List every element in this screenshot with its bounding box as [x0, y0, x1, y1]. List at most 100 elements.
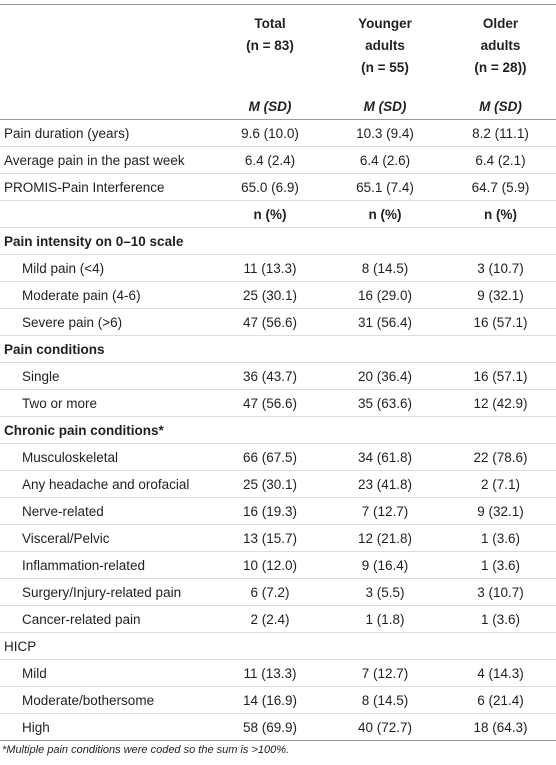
column-header-line: Total — [254, 16, 286, 31]
row-label: Single — [0, 362, 215, 390]
table-row: Nerve-related 16 (19.3) 7 (12.7) 9 (32.1) — [0, 497, 556, 525]
section-heading: Pain conditions — [0, 335, 556, 363]
table-row: PROMIS-Pain Interference 65.0 (6.9) 65.1 (… — [0, 173, 556, 201]
cell-value: 9 (16.4) — [325, 551, 445, 579]
column-header-line: (n = 28)) — [474, 60, 527, 75]
cell-value: 35 (63.6) — [325, 389, 445, 417]
cell-value: 16 (29.0) — [325, 281, 445, 309]
cell-value: 47 (56.6) — [215, 308, 325, 336]
row-label: Severe pain (>6) — [0, 308, 215, 336]
table-row: Mild 11 (13.3) 7 (12.7) 4 (14.3) — [0, 659, 556, 687]
table-row: Cancer-related pain 2 (2.4) 1 (1.8) 1 (3.6) — [0, 605, 556, 633]
cell-value: 12 (42.9) — [445, 389, 556, 417]
section-heading: Chronic pain conditions* — [0, 416, 556, 444]
cell-value: 23 (41.8) — [325, 470, 445, 498]
table-row: Two or more 47 (56.6) 35 (63.6) 12 (42.9) — [0, 389, 556, 417]
column-header-line: (n = 83) — [246, 38, 294, 53]
cell-value: 9.6 (10.0) — [215, 119, 325, 147]
cell-value: 3 (10.7) — [445, 254, 556, 282]
cell-value: 1 (1.8) — [325, 605, 445, 633]
cell-value: 6 (21.4) — [445, 686, 556, 714]
footnote: *Multiple pain conditions were coded so … — [2, 744, 290, 756]
table-row: Single 36 (43.7) 20 (36.4) 16 (57.1) — [0, 362, 556, 390]
cell-value: 9 (32.1) — [445, 497, 556, 525]
cell-value: 1 (3.6) — [445, 605, 556, 633]
empty-cell — [0, 200, 215, 228]
cell-value: 11 (13.3) — [215, 659, 325, 687]
row-label: Mild pain (<4) — [0, 254, 215, 282]
cell-value: 58 (69.9) — [215, 713, 325, 741]
stat-header: n (%) — [325, 200, 445, 228]
cell-value: 6.4 (2.4) — [215, 146, 325, 174]
cell-value: 9 (32.1) — [445, 281, 556, 309]
cell-value: 8.2 (11.1) — [445, 119, 556, 147]
row-label: Surgery/Injury-related pain — [0, 578, 215, 606]
cell-value: 2 (2.4) — [215, 605, 325, 633]
cell-value: 64.7 (5.9) — [445, 173, 556, 201]
cell-value: 7 (12.7) — [325, 497, 445, 525]
table-row: n (%) n (%) n (%) — [0, 200, 556, 228]
column-header-line: adults — [365, 38, 405, 53]
data-table: Total (n = 83) Younger adults (n = 55) Older a… — [0, 4, 556, 741]
row-label: Moderate pain (4-6) — [0, 281, 215, 309]
cell-value: 36 (43.7) — [215, 362, 325, 390]
column-header: Total (n = 83) — [215, 4, 325, 93]
cell-value: 4 (14.3) — [445, 659, 556, 687]
column-header-line: (n = 55) — [361, 60, 409, 75]
cell-value: 6.4 (2.6) — [325, 146, 445, 174]
stat-header: n (%) — [215, 200, 325, 228]
column-header-line: Younger — [358, 16, 412, 31]
cell-value: 6.4 (2.1) — [445, 146, 556, 174]
stat-header: M (SD) — [325, 93, 445, 120]
cell-value: 31 (56.4) — [325, 308, 445, 336]
row-label: Two or more — [0, 389, 215, 417]
table-row: High 58 (69.9) 40 (72.7) 18 (64.3) — [0, 713, 556, 741]
cell-value: 8 (14.5) — [325, 686, 445, 714]
cell-value: 18 (64.3) — [445, 713, 556, 741]
cell-value: 66 (67.5) — [215, 443, 325, 471]
table-header: Total (n = 83) Younger adults (n = 55) Older a… — [0, 4, 556, 120]
row-label: Cancer-related pain — [0, 605, 215, 633]
empty-cell — [0, 4, 215, 93]
row-label: PROMIS-Pain Interference — [0, 173, 215, 201]
cell-value: 25 (30.1) — [215, 470, 325, 498]
row-label: Visceral/Pelvic — [0, 524, 215, 552]
cell-value: 25 (30.1) — [215, 281, 325, 309]
cell-value: 40 (72.7) — [325, 713, 445, 741]
stat-header: M (SD) — [215, 93, 325, 120]
cell-value: 12 (21.8) — [325, 524, 445, 552]
cell-value: 10.3 (9.4) — [325, 119, 445, 147]
table-row: Moderate pain (4-6) 25 (30.1) 16 (29.0) 9 (… — [0, 281, 556, 309]
table-row: Moderate/bothersome 14 (16.9) 8 (14.5) 6 (2… — [0, 686, 556, 714]
table-row: Any headache and orofacial 25 (30.1) 23 (4… — [0, 470, 556, 498]
cell-value: 2 (7.1) — [445, 470, 556, 498]
section-heading: HICP — [0, 632, 556, 660]
table-row: Chronic pain conditions* — [0, 416, 556, 444]
cell-value: 1 (3.6) — [445, 524, 556, 552]
cell-value: 7 (12.7) — [325, 659, 445, 687]
cell-value: 16 (19.3) — [215, 497, 325, 525]
cell-value: 16 (57.1) — [445, 362, 556, 390]
cell-value: 22 (78.6) — [445, 443, 556, 471]
column-header: Older adults (n = 28)) — [445, 4, 556, 93]
section-heading: Pain intensity on 0–10 scale — [0, 227, 556, 255]
cell-value: 10 (12.0) — [215, 551, 325, 579]
row-label: Pain duration (years) — [0, 119, 215, 147]
stat-header: n (%) — [445, 200, 556, 228]
cell-value: 8 (14.5) — [325, 254, 445, 282]
empty-cell — [0, 93, 215, 120]
table-row: Inflammation-related 10 (12.0) 9 (16.4) 1 (… — [0, 551, 556, 579]
row-label: Musculoskeletal — [0, 443, 215, 471]
table-row: Pain conditions — [0, 335, 556, 363]
table-row: Surgery/Injury-related pain 6 (7.2) 3 (5.5… — [0, 578, 556, 606]
table-row: Average pain in the past week 6.4 (2.4) 6.… — [0, 146, 556, 174]
table-row: Severe pain (>6) 47 (56.6) 31 (56.4) 16 (57… — [0, 308, 556, 336]
row-label: Inflammation-related — [0, 551, 215, 579]
cell-value: 11 (13.3) — [215, 254, 325, 282]
row-label: Moderate/bothersome — [0, 686, 215, 714]
cell-value: 47 (56.6) — [215, 389, 325, 417]
table-row: Mild pain (<4) 11 (13.3) 8 (14.5) 3 (10.7) — [0, 254, 556, 282]
column-header: Younger adults (n = 55) — [325, 4, 445, 93]
row-label: Mild — [0, 659, 215, 687]
row-label: Nerve-related — [0, 497, 215, 525]
